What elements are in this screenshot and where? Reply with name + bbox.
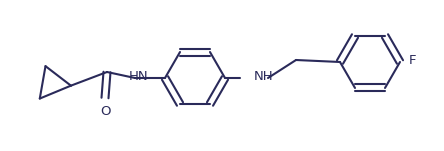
Text: F: F	[409, 55, 416, 67]
Text: O: O	[100, 105, 110, 118]
Text: NH: NH	[254, 71, 274, 84]
Text: HN: HN	[128, 71, 148, 84]
